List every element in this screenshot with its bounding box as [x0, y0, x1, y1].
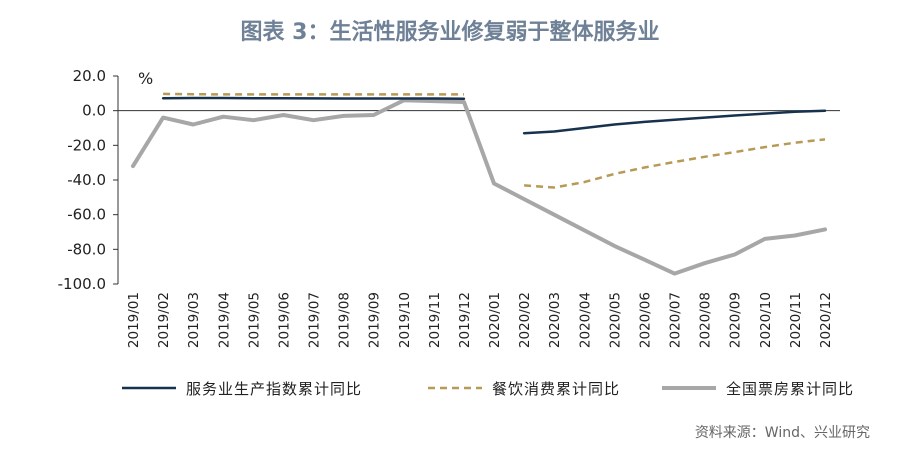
- x-tick-label: 2020/01: [487, 292, 503, 348]
- series-line-3: [131, 98, 827, 276]
- x-tick-label: 2020/09: [728, 292, 744, 348]
- x-tick-label: 2019/10: [397, 292, 413, 348]
- x-tick-label: 2020/08: [698, 292, 714, 348]
- legend-label-2: 餐饮消费累计同比: [492, 380, 620, 398]
- chart-axes: [117, 76, 840, 284]
- x-axis-ticks: 2019/01 2019/02 2019/03 2019/04 2019/05 2019/…: [126, 292, 834, 348]
- x-tick-label: 2019/06: [276, 292, 292, 348]
- series-line-2: [163, 92, 826, 189]
- y-tick-label: 0.0: [82, 102, 106, 120]
- x-tick-label: 2020/12: [818, 292, 834, 348]
- x-tick-label: 2020/03: [547, 292, 563, 348]
- x-tick-label: 2020/02: [517, 292, 533, 348]
- legend: 服务业生产指数累计同比 餐饮消费累计同比 全国票房累计同比: [122, 380, 854, 398]
- y-unit-label: %: [138, 69, 153, 88]
- x-tick-label: 2019/01: [126, 292, 142, 348]
- source-note: 资料来源：Wind、兴业研究: [694, 425, 870, 441]
- chart-title: 图表 3：生活性服务业修复弱于整体服务业: [240, 20, 660, 45]
- y-tick-label: -60.0: [67, 206, 106, 224]
- x-tick-label: 2019/04: [216, 292, 232, 348]
- x-tick-label: 2019/11: [427, 292, 443, 348]
- y-axis-ticks: 20.0 0.0 -20.0 -40.0 -60.0 -80.0 -100.0: [58, 67, 118, 293]
- series-lines: [131, 92, 827, 276]
- x-tick-label: 2020/11: [788, 292, 804, 348]
- y-tick-label: -80.0: [67, 240, 106, 258]
- y-tick-label: -100.0: [58, 275, 106, 293]
- x-tick-label: 2019/12: [457, 292, 473, 348]
- x-tick-label: 2019/09: [367, 292, 383, 348]
- x-tick-label: 2020/10: [758, 292, 774, 348]
- legend-label-3: 全国票房累计同比: [726, 380, 854, 398]
- legend-label-1: 服务业生产指数累计同比: [186, 380, 362, 398]
- x-tick-label: 2020/06: [637, 292, 653, 348]
- x-tick-label: 2020/07: [668, 292, 684, 348]
- x-tick-label: 2019/07: [307, 292, 323, 348]
- x-tick-label: 2019/08: [337, 292, 353, 348]
- y-tick-label: -40.0: [67, 171, 106, 189]
- x-tick-label: 2019/03: [186, 292, 202, 348]
- series-line-1: [161, 96, 827, 135]
- y-tick-label: 20.0: [73, 67, 106, 85]
- x-tick-label: 2019/05: [246, 292, 262, 348]
- x-tick-label: 2019/02: [156, 292, 172, 348]
- y-tick-label: -20.0: [67, 136, 106, 154]
- x-tick-label: 2020/04: [577, 292, 593, 348]
- x-tick-label: 2020/05: [607, 292, 623, 348]
